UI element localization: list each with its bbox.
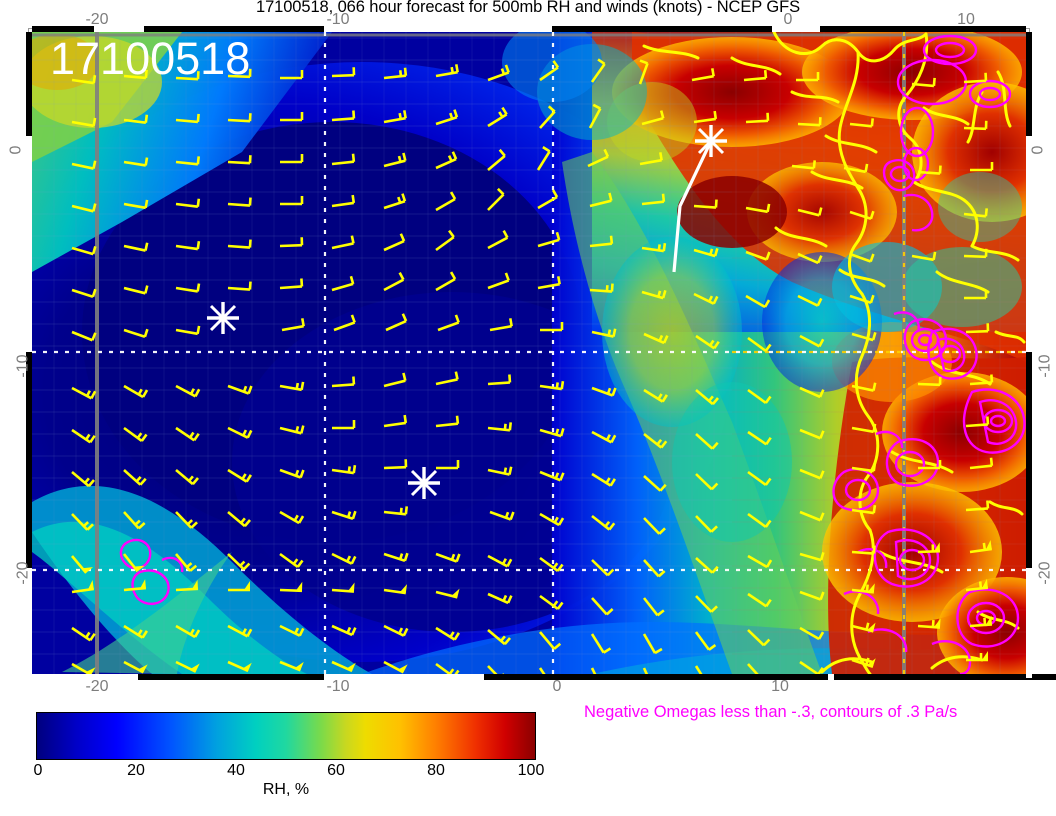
colorbar-tick-4: 80: [427, 762, 445, 779]
axis-rail-right-gap2: [1026, 568, 1032, 678]
axis-rail-top-gap2: [324, 26, 552, 32]
y-tick-right-0: 0: [1029, 145, 1047, 155]
x-tick-bottom-2: 0: [552, 678, 562, 695]
axis-rail-top-seg3: [552, 26, 772, 32]
axis-rail-left-seg2: [26, 352, 32, 568]
x-tick-top-2: 0: [783, 11, 793, 28]
axis-rail-bot-gap1: [324, 674, 484, 680]
axis-rail-right-gap1: [1026, 136, 1032, 352]
y-tick-left-0: 0: [7, 145, 25, 155]
y-tick-right-1: -10: [1036, 354, 1054, 378]
axis-rail-top-gap3: [772, 26, 820, 32]
cyclone-center-1-icon: [693, 123, 729, 159]
colorbar-title: RH, %: [262, 781, 310, 798]
x-tick-top-0: -20: [85, 11, 109, 28]
colorbar-tick-5: 100: [517, 762, 545, 779]
x-tick-top-3: 10: [957, 11, 975, 28]
colorbar-tick-1: 20: [127, 762, 145, 779]
colorbar-tick-2: 40: [227, 762, 245, 779]
colorbar-tick-3: 60: [327, 762, 345, 779]
cyclone-center-2-icon: [205, 300, 241, 336]
y-tick-left-2: -20: [14, 561, 32, 585]
storm-track-line: [672, 140, 713, 273]
y-tick-left-1: -10: [14, 354, 32, 378]
page-title: 17100518, 066 hour forecast for 500mb RH…: [256, 0, 800, 16]
axis-rail-left-gap2: [26, 568, 32, 678]
axis-rail-bot-seg2: [484, 674, 828, 680]
date-stamp: 17100518: [50, 33, 251, 84]
y-tick-right-2: -20: [1036, 561, 1054, 585]
axis-rail-top-gap1: [94, 26, 144, 32]
x-tick-bottom-1: -10: [326, 678, 350, 695]
map-plot-area[interactable]: [32, 32, 1026, 674]
axis-rail-top-seg4: [820, 26, 1026, 32]
axis-rail-bot-seg1: [138, 674, 324, 680]
axis-rail-left-gap1: [26, 136, 32, 352]
colorbar-tick-0: 0: [33, 762, 43, 779]
x-tick-top-1: -10: [326, 11, 350, 28]
axis-rail-top-seg2: [144, 26, 324, 32]
axis-rail-bot-gap0: [32, 674, 138, 680]
x-tick-bottom-3: 10: [771, 678, 789, 695]
omega-contour-note: Negative Omegas less than -.3, contours …: [584, 703, 958, 721]
axis-rail-right-seg2: [1026, 352, 1032, 568]
axis-rail-bot-seg3: [834, 674, 1056, 680]
map-gridlines-dotted: [32, 32, 1026, 674]
colorbar[interactable]: [36, 712, 536, 760]
axis-rail-right-seg1: [1026, 32, 1032, 136]
axis-rail-left-seg1: [26, 32, 32, 136]
cyclone-center-3-icon: [406, 465, 442, 501]
axis-rail-top-seg1: [32, 26, 94, 32]
x-tick-bottom-0: -20: [85, 678, 109, 695]
axis-rail-bot-gap2: [828, 674, 834, 680]
